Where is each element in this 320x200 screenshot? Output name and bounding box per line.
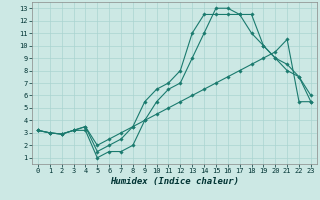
X-axis label: Humidex (Indice chaleur): Humidex (Indice chaleur) [110, 177, 239, 186]
